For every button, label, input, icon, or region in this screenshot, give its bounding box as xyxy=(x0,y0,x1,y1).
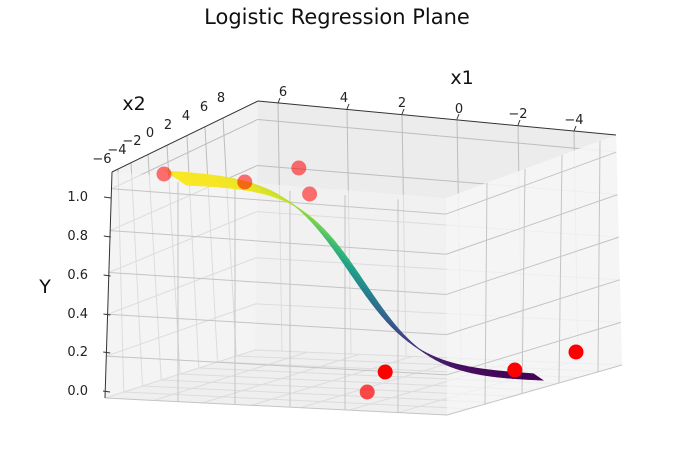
data-point xyxy=(302,186,318,202)
back-grid-hline xyxy=(257,118,617,153)
data-point xyxy=(291,160,307,176)
x1-tick-label: −4 xyxy=(564,113,583,128)
data-point xyxy=(359,384,375,400)
data-point xyxy=(568,344,584,360)
x1-tick-mark xyxy=(401,108,405,115)
right-grid-hline xyxy=(446,194,618,255)
x1-tick-mark xyxy=(573,125,577,132)
right-grid-vline xyxy=(597,140,601,373)
right-grid-vline xyxy=(521,168,526,394)
front-grid-hline xyxy=(108,271,447,295)
y-tick-label: 1.0 xyxy=(67,190,88,205)
right-grid-hline xyxy=(446,279,620,336)
x2-tick-label: 0 xyxy=(146,126,154,141)
x2-axis-line xyxy=(111,100,259,173)
y-tick-label: 0.8 xyxy=(67,229,88,244)
right-grid-hline xyxy=(446,364,623,416)
y-tick-mark xyxy=(103,351,111,354)
front-grid-hline xyxy=(107,313,447,336)
right-grid-vline xyxy=(484,182,488,406)
y-axis-line xyxy=(104,171,113,399)
data-point xyxy=(156,166,172,182)
x2-tick-label: 6 xyxy=(200,100,208,115)
data-point xyxy=(377,364,393,380)
front-grid-hline xyxy=(104,397,448,416)
x1-tick-label: 2 xyxy=(398,96,406,111)
y-tick-mark xyxy=(103,235,111,238)
x1-tick-label: 4 xyxy=(340,91,348,106)
x1-tick-mark xyxy=(517,119,521,126)
data-point xyxy=(507,362,523,378)
right-grid-hline xyxy=(445,151,617,215)
y-tick-mark xyxy=(103,313,111,316)
x2-axis-label: x2 xyxy=(122,93,145,115)
y-axis-label: Y xyxy=(38,276,51,298)
y-tick-label: 0.6 xyxy=(67,268,88,283)
x1-axis-label: x1 xyxy=(450,67,473,89)
x1-tick-mark xyxy=(456,113,460,120)
front-grid-hline xyxy=(111,188,447,215)
x1-axis-line xyxy=(257,100,617,136)
x2-tick-label: 4 xyxy=(182,109,190,124)
x1-tick-label: 0 xyxy=(455,102,463,117)
surface-strip xyxy=(527,372,545,381)
x1-tick-mark xyxy=(277,97,281,104)
x1-tick-label: −2 xyxy=(508,107,527,122)
front-pane xyxy=(105,172,447,415)
y-tick-label: 0.4 xyxy=(67,307,88,322)
y-tick-label: 0.0 xyxy=(67,384,88,399)
x2-tick-label: −2 xyxy=(122,134,141,149)
y-tick-mark xyxy=(103,196,112,199)
x1-tick-label: 6 xyxy=(279,85,287,100)
y-tick-label: 0.2 xyxy=(67,345,88,360)
right-grid-hline xyxy=(446,321,622,376)
x1-tick-mark xyxy=(346,103,350,110)
front-grid-hline xyxy=(110,230,447,255)
data-points xyxy=(156,160,584,400)
front-grid-lines xyxy=(104,140,623,416)
x2-tick-label: 8 xyxy=(217,91,225,106)
chart-title: Logistic Regression Plane xyxy=(204,5,470,29)
right-grid-hline xyxy=(446,236,619,295)
x2-tick-label: −6 xyxy=(92,152,111,167)
y-tick-mark xyxy=(103,274,111,277)
data-point xyxy=(237,174,253,190)
right-grid-vline xyxy=(558,154,563,384)
x2-tick-label: −4 xyxy=(107,143,126,158)
y-tick-mark xyxy=(102,390,111,393)
logistic-surface xyxy=(164,170,545,381)
x2-tick-label: 2 xyxy=(164,118,172,133)
